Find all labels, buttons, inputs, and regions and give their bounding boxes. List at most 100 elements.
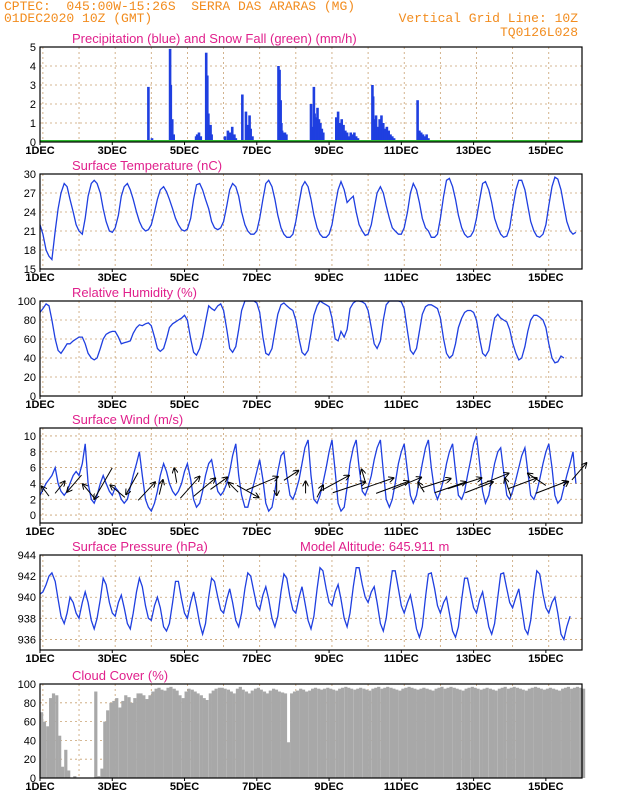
cloud-bar [281,692,285,778]
precip-bar [313,113,316,142]
pressure-title: Surface Pressure (hPa) [72,539,208,554]
y-tick-label: 942 [18,571,36,583]
precip-bar [283,132,287,142]
wind-arrow [362,478,393,490]
cloud-bar [440,686,444,778]
cloud-bar [187,688,191,778]
y-tick-label: 0 [30,773,36,785]
precip-bar [223,136,227,142]
cloud-bar [295,690,300,778]
wind-arrow [137,482,155,501]
cloud-bar [494,690,498,778]
wind-arrow [54,481,65,494]
precip-bar [374,115,378,142]
precip-bar [416,100,419,142]
cloud-bar [304,691,309,778]
precip-bar [344,130,347,142]
precip-bar [373,119,376,142]
cloud-bar [244,691,249,778]
wind-arrow [126,472,139,495]
x-tick-label: 15DEC [528,781,564,793]
y-tick-label: 100 [18,296,36,308]
cloud-bar [470,686,474,778]
cloud-bar [154,688,158,778]
precip-bar [380,115,383,142]
cloud-bar [446,687,450,778]
x-tick-label: 11DEC [384,653,419,665]
cloud-bar [49,698,53,778]
precip-bar [226,130,230,142]
y-tick-label: 20 [24,372,36,384]
x-tick-label: 3DEC [98,145,127,157]
x-tick-label: 1DEC [25,399,54,411]
station-line: CPTEC: 045:00W-15:26S SERRA DAS ARARAS (… [4,0,356,14]
x-tick-label: 9DEC [314,399,343,411]
y-tick-label: 21 [24,226,36,238]
y-tick-label: 40 [24,735,36,747]
y-tick-label: 60 [24,334,36,346]
cloud-bar [539,688,543,778]
x-tick-label: 1DEC [25,781,54,793]
cloud-bar [193,691,197,778]
cloud-bar [434,688,438,778]
wind-arrow [332,482,365,494]
cloud-bar [202,698,206,778]
temperature-title: Surface Temperature (nC) [72,158,222,173]
precip-bar [228,132,232,142]
cloud-bar [566,686,571,778]
precip-bar [319,123,322,142]
cloud-bar [554,689,559,778]
vertical-grid-note: Vertical Grid Line: 10Z [398,11,578,26]
cloud-bar [350,688,354,778]
wind-arrow [434,482,466,494]
cloud-bar [208,693,212,778]
y-tick-label: 24 [24,207,36,219]
precip-bar [246,124,250,142]
x-tick-label: 9DEC [314,781,343,793]
precip-bar [314,117,318,142]
x-tick-label: 9DEC [314,653,343,665]
meteogram-header: CPTEC: 045:00W-15:26S SERRA DAS ARARAS (… [0,0,618,48]
cloud-bar [368,690,372,778]
x-tick-label: 5DEC [170,399,199,411]
precip-bar [282,132,285,142]
cloud-bar [392,688,396,778]
x-tick-label: 5DEC [170,145,199,157]
cloud-bar [561,688,565,778]
cloud-bar [55,695,59,778]
cloud-bar [313,687,318,778]
cloud-bar [542,689,547,778]
cloud-bar [265,693,270,778]
precip-bar [421,134,425,142]
cloud-bar [247,693,251,778]
cloud-bar [416,689,420,778]
x-tick-label: 15DEC [528,526,564,538]
cloud-bar [326,687,330,778]
x-tick-label: 7DEC [242,781,271,793]
cloud-bar [51,693,56,778]
precip-bar [233,134,236,142]
wind-arrow [418,483,425,493]
cloud-bar [311,688,315,778]
temperature-line [39,176,577,261]
x-tick-label: 3DEC [98,653,127,665]
cloud-bar [46,726,50,778]
cloud-bar [166,687,170,778]
cloud-bar [172,688,176,778]
cloud-bar [106,710,110,778]
wind-arrow [319,476,349,492]
wind-arrow [83,484,96,499]
precip-bar [207,113,210,142]
cloud-bar [461,690,465,778]
cloud-bar [64,749,68,778]
cloud-bar [290,693,294,778]
precip-bar [197,132,201,142]
cloud-bar [464,688,468,778]
cloud-bar [250,690,254,778]
wind-arrow [478,473,508,486]
cloud-bar [220,687,224,778]
cloud-bar [115,698,119,778]
x-tick-label: 3DEC [98,526,127,538]
cloud-bar [133,698,137,778]
precip-bar [251,136,254,142]
